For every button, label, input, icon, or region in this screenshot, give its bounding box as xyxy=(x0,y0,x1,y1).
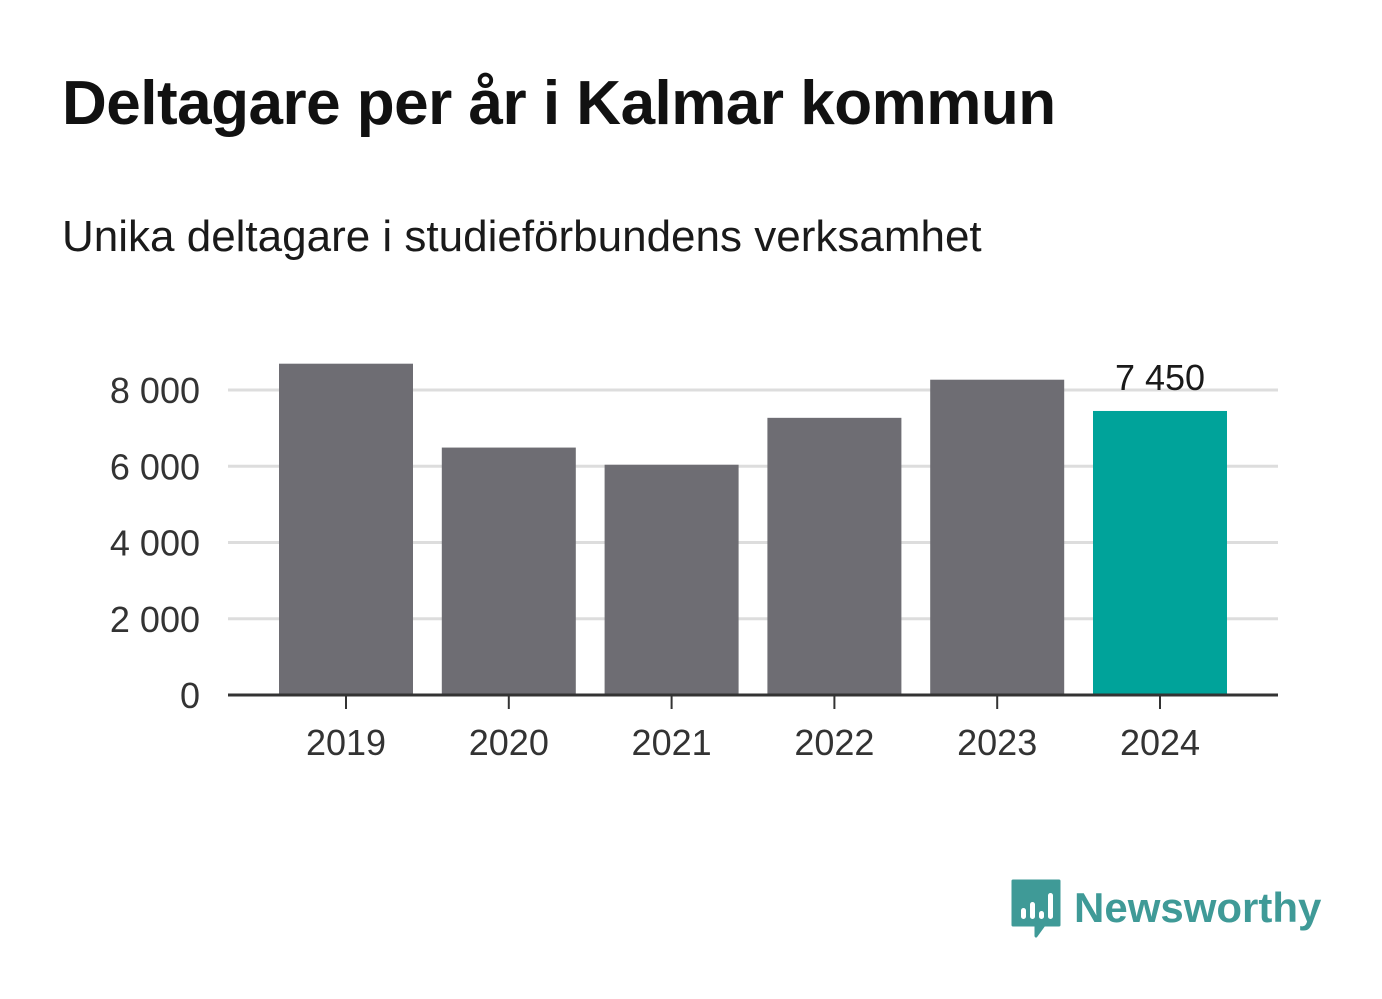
x-tick-label: 2022 xyxy=(794,722,874,763)
bar-2023 xyxy=(930,379,1065,695)
y-tick-label: 8 000 xyxy=(110,370,200,411)
bar-2019 xyxy=(279,363,413,695)
x-tick-label: 2021 xyxy=(632,722,712,763)
bar-2024 xyxy=(1093,410,1227,695)
bar-2022 xyxy=(767,417,902,695)
x-tick-label: 2020 xyxy=(469,722,549,763)
y-tick-label: 6 000 xyxy=(110,446,200,487)
x-tick-label: 2024 xyxy=(1120,722,1200,763)
y-tick-label: 2 000 xyxy=(110,599,200,640)
chart-title: Deltagare per år i Kalmar kommun xyxy=(62,69,1056,138)
data-label: 7 450 xyxy=(1115,357,1205,398)
chart-subtitle: Unika deltagare i studieförbundens verks… xyxy=(62,212,982,261)
x-tick-label: 2019 xyxy=(306,722,386,763)
newsworthy-logo-icon xyxy=(1011,879,1061,938)
newsworthy-logo: Newsworthy xyxy=(1010,878,1321,938)
y-tick-label: 4 000 xyxy=(110,523,200,564)
brand-name: Newsworthy xyxy=(1074,884,1322,931)
bar-2020 xyxy=(441,447,576,695)
bar-2021 xyxy=(604,464,739,695)
y-tick-label: 0 xyxy=(180,675,200,716)
x-tick-label: 2023 xyxy=(957,722,1037,763)
